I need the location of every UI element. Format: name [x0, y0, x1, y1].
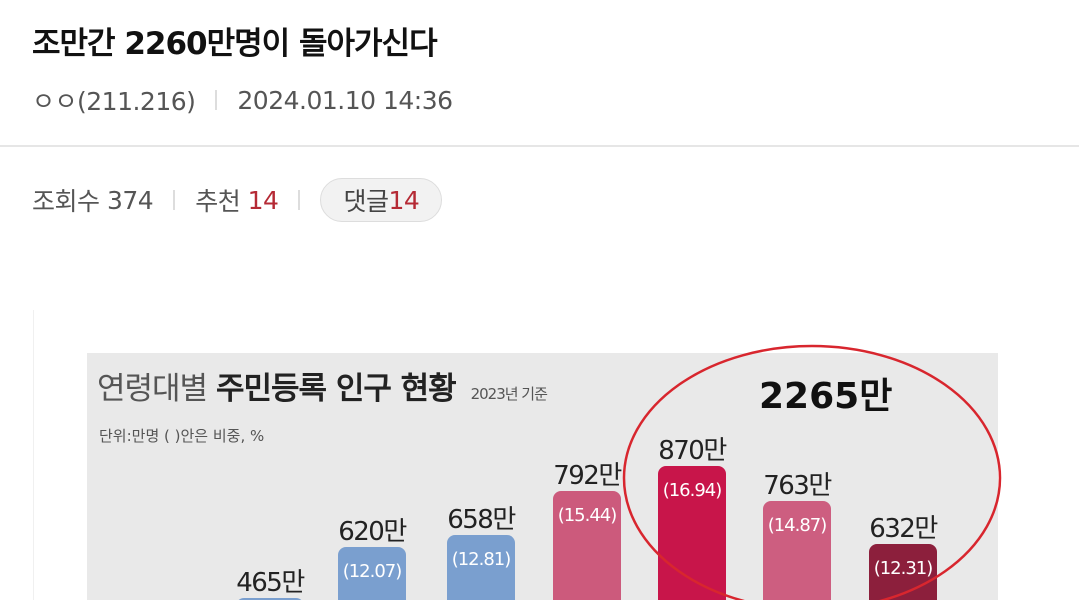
post-stats: 조회수 374 추천 14 댓글 14 — [32, 178, 443, 222]
author[interactable]: ㅇㅇ(211.216) — [32, 87, 196, 116]
divider — [0, 145, 1079, 147]
bar-value-label: 465만 — [236, 568, 305, 598]
comments-count: 14 — [388, 185, 420, 215]
separator — [173, 190, 176, 210]
recommend-label: 추천 — [195, 187, 241, 216]
post-title: 조만간 2260만명이 돌아가신다 — [32, 26, 438, 62]
chart-bar — [553, 491, 621, 600]
chart-unit: 단위:만명 ( )안은 비중, % — [99, 427, 265, 445]
post-meta: ㅇㅇ(211.216) 2024.01.10 14:36 — [32, 82, 453, 118]
chart-bar — [447, 535, 515, 600]
bar-value-label: 658만 — [447, 505, 516, 536]
separator — [215, 90, 218, 110]
recommend-count: 14 — [247, 185, 279, 215]
chart-title: 연령대별 주민등록 인구 현황 2023년 기준 — [97, 363, 548, 408]
bar-value-label: 792만 — [553, 461, 622, 492]
comments-label: 댓글 — [343, 187, 389, 216]
bar-value-label: 763만 — [763, 470, 832, 501]
bar-share-label: (15.44) — [557, 505, 618, 527]
chart-bar — [338, 547, 406, 600]
highlight-total: 2265만 — [759, 376, 893, 417]
views-count: 374 — [106, 185, 154, 215]
bar-value-label: 632만 — [869, 513, 938, 544]
chart-title-bold: 주민등록 인구 현황 — [215, 371, 457, 407]
chart-title-light: 연령대별 — [97, 371, 208, 407]
bar-value-label: 870만 — [658, 435, 727, 466]
population-chart-image: 연령대별 주민등록 인구 현황 2023년 기준 단위:만명 ( )안은 비중,… — [87, 353, 998, 600]
bar-share-label: (12.31) — [873, 557, 934, 579]
post-datetime: 2024.01.10 14:36 — [237, 85, 453, 115]
views-label: 조회수 — [32, 187, 100, 216]
comments-button[interactable]: 댓글 14 — [320, 178, 443, 222]
bar-share-label: (16.94) — [662, 479, 723, 501]
bar-share-label: (12.81) — [451, 549, 512, 571]
bar-share-label: (12.07) — [342, 561, 403, 583]
chart-bar — [236, 598, 304, 600]
chart-basis: 2023년 기준 — [470, 385, 548, 403]
bar-share-label: (14.87) — [767, 514, 828, 536]
bar-value-label: 620만 — [338, 517, 407, 548]
separator — [298, 190, 301, 210]
